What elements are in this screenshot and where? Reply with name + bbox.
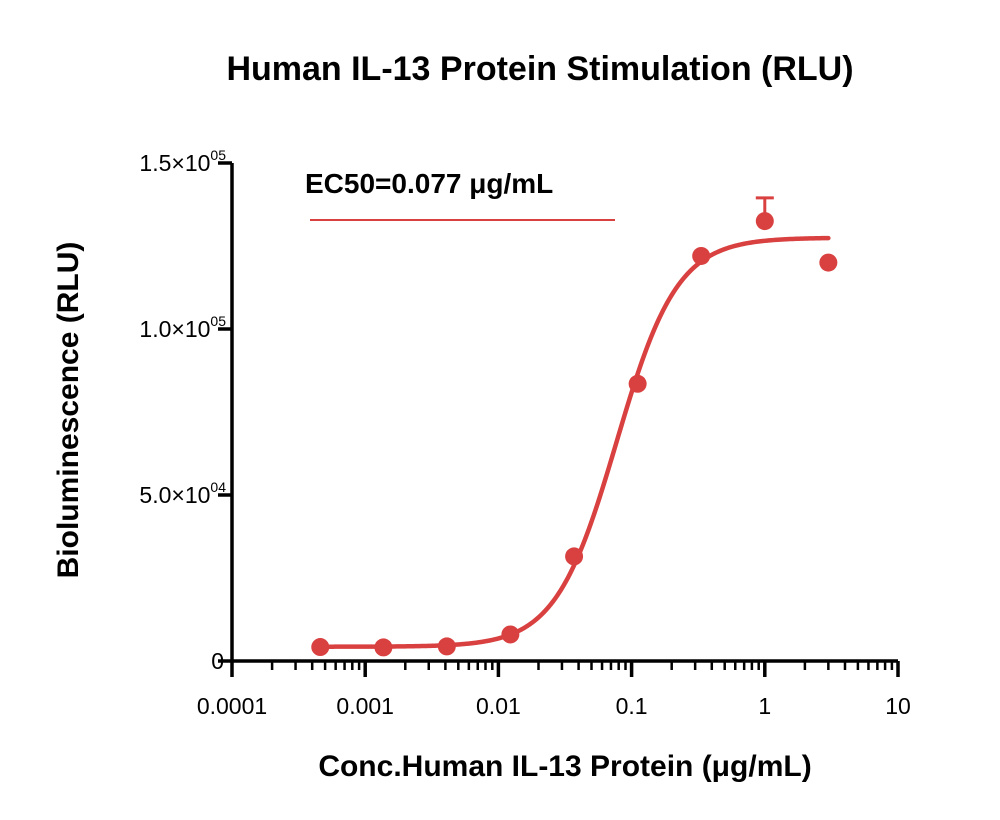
data-point bbox=[374, 638, 393, 657]
data-point bbox=[437, 637, 456, 656]
y-tick-label-2: 1.0×1005 bbox=[139, 313, 226, 342]
data-point bbox=[501, 625, 520, 644]
data-point bbox=[819, 253, 838, 272]
x-tick-label-5: 10 bbox=[885, 693, 911, 719]
fit-curve bbox=[318, 235, 831, 649]
data-point bbox=[755, 212, 774, 231]
x-tick-label-0: 0.0001 bbox=[197, 693, 267, 719]
x-tick-label-2: 0.01 bbox=[476, 693, 521, 719]
axes bbox=[230, 163, 898, 663]
x-tick-label-4: 1 bbox=[758, 693, 771, 719]
data-point bbox=[692, 246, 711, 265]
plot-area bbox=[311, 196, 838, 657]
data-point bbox=[628, 374, 647, 393]
x-tick-label-1: 0.001 bbox=[336, 693, 394, 719]
chart-title: Human IL-13 Protein Stimulation (RLU) bbox=[226, 50, 853, 88]
x-axis-label: Conc.Human IL-13 Protein (μg/mL) bbox=[318, 750, 811, 783]
y-axis-label: Bioluminescence (RLU) bbox=[52, 242, 85, 579]
data-point bbox=[565, 547, 584, 566]
legend: EC50=0.077 μg/mL bbox=[305, 168, 615, 221]
data-point bbox=[311, 638, 330, 657]
y-tick-label-1: 5.0×1004 bbox=[139, 479, 226, 508]
y-tick-label-3: 1.5×1005 bbox=[139, 147, 226, 176]
ticks: 0 5.0×1004 1.0×1005 1.5×1005 0.0001 0.001 0.01… bbox=[139, 147, 910, 719]
legend-label: EC50=0.077 μg/mL bbox=[305, 168, 553, 199]
y-tick-label-0: 0 bbox=[211, 648, 224, 674]
x-tick-label-3: 0.1 bbox=[616, 693, 648, 719]
